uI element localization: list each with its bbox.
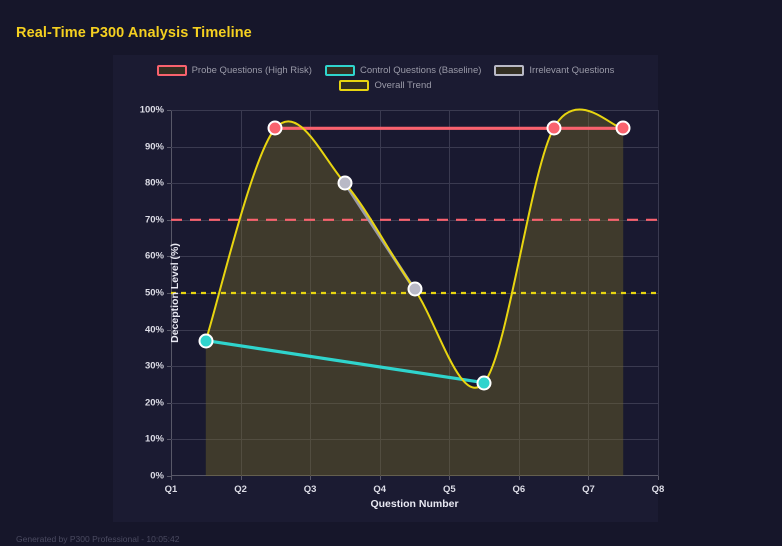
legend-item[interactable]: Irrelevant Questions bbox=[494, 65, 614, 76]
gridline-horizontal bbox=[171, 402, 658, 404]
plot-area: 0% 10% 20% 30% 40% 50% 60% 70% 80% 90% 100% Q1 Q2 Q3 Q… bbox=[140, 105, 665, 511]
y-axis-tick-mark bbox=[167, 293, 171, 294]
x-axis-tick-label: Q5 bbox=[442, 484, 456, 495]
legend-item[interactable]: Probe Questions (High Risk) bbox=[156, 65, 312, 76]
y-axis-tick-mark bbox=[167, 219, 171, 221]
data-point-marker[interactable] bbox=[476, 375, 492, 391]
y-axis-title: Deception Level (%) bbox=[168, 243, 181, 343]
gridline-vertical bbox=[518, 110, 520, 476]
y-axis-tick-mark bbox=[167, 402, 171, 404]
page-title: Real-Time P300 Analysis Timeline bbox=[16, 25, 252, 41]
gridline-horizontal bbox=[171, 439, 658, 441]
gridline-vertical bbox=[379, 110, 381, 476]
x-axis-tick-label: Q4 bbox=[373, 484, 387, 495]
x-axis-tick-label: Q2 bbox=[234, 484, 247, 495]
y-axis-tick-mark bbox=[167, 110, 171, 111]
chart-legend: Probe Questions (High Risk) Control Quest… bbox=[113, 65, 658, 91]
legend-swatch-icon bbox=[156, 65, 187, 76]
x-axis-tick-mark bbox=[588, 476, 590, 480]
gridline-horizontal bbox=[171, 329, 658, 331]
gridline-vertical bbox=[658, 110, 659, 476]
gridline-vertical bbox=[588, 110, 590, 476]
x-axis-tick-label: Q3 bbox=[303, 484, 317, 495]
x-axis-tick-mark bbox=[379, 476, 381, 480]
x-axis-tick-mark bbox=[240, 476, 242, 480]
x-axis-tick-mark bbox=[658, 476, 659, 480]
data-point-marker[interactable] bbox=[337, 175, 353, 191]
legend-swatch-icon bbox=[324, 65, 355, 76]
y-axis-tick-label: 40% bbox=[144, 324, 164, 336]
legend-item-label: Control Questions (Baseline) bbox=[359, 65, 482, 76]
gridline-horizontal bbox=[171, 183, 658, 185]
legend-item-label: Probe Questions (High Risk) bbox=[191, 65, 312, 76]
y-axis-tick-label: 90% bbox=[144, 141, 164, 153]
x-axis-tick-mark bbox=[449, 476, 451, 480]
y-axis-tick-mark bbox=[167, 146, 171, 148]
y-axis-tick-label: 30% bbox=[144, 360, 164, 372]
legend-item-label: Overall Trend bbox=[374, 80, 432, 91]
gridline-vertical bbox=[310, 110, 312, 476]
x-axis-tick-mark bbox=[518, 476, 520, 480]
y-axis-tick-label: 50% bbox=[144, 287, 164, 299]
y-axis-tick-label: 0% bbox=[150, 470, 164, 482]
y-axis-tick-mark bbox=[167, 476, 171, 477]
legend-item-label: Irrelevant Questions bbox=[529, 65, 615, 76]
data-point-marker[interactable] bbox=[198, 333, 214, 349]
legend-item[interactable]: Control Questions (Baseline) bbox=[324, 65, 482, 76]
y-axis-tick-label: 10% bbox=[144, 433, 164, 445]
x-axis-tick-mark bbox=[310, 476, 312, 480]
legend-swatch-icon bbox=[494, 65, 525, 76]
y-axis-tick-mark bbox=[167, 256, 171, 258]
footer-text: Generated by P300 Professional - 10:05:4… bbox=[16, 534, 180, 544]
series-line bbox=[204, 338, 486, 385]
chart-card: Probe Questions (High Risk) Control Quest… bbox=[113, 55, 665, 522]
gridline-horizontal bbox=[171, 366, 658, 368]
y-axis-tick-mark bbox=[167, 183, 171, 185]
y-axis-tick-label: 60% bbox=[144, 250, 164, 262]
gridline-horizontal bbox=[171, 256, 658, 258]
gridline-horizontal bbox=[171, 219, 658, 221]
gridline-horizontal bbox=[171, 146, 658, 148]
x-axis-tick-label: Q1 bbox=[164, 484, 178, 495]
y-axis-tick-label: 100% bbox=[139, 104, 164, 116]
legend-swatch-icon bbox=[339, 80, 370, 91]
data-point-marker[interactable] bbox=[615, 120, 631, 136]
x-axis-tick-mark bbox=[171, 476, 172, 480]
data-point-marker[interactable] bbox=[407, 281, 422, 297]
x-axis-tick-label: Q8 bbox=[651, 484, 665, 495]
data-point-marker[interactable] bbox=[546, 120, 562, 136]
y-axis-tick-mark bbox=[167, 329, 171, 331]
y-axis-tick-label: 20% bbox=[144, 397, 164, 409]
y-axis-tick-label: 70% bbox=[144, 214, 164, 226]
data-point-marker[interactable] bbox=[267, 120, 283, 136]
x-axis-tick-label: Q6 bbox=[512, 484, 526, 495]
gridline-vertical bbox=[449, 110, 451, 476]
y-axis-tick-mark bbox=[167, 366, 171, 368]
x-axis-tick-label: Q7 bbox=[582, 484, 595, 495]
legend-item[interactable]: Overall Trend bbox=[339, 80, 432, 91]
y-axis-tick-label: 80% bbox=[144, 177, 164, 189]
y-axis-tick-mark bbox=[167, 439, 171, 441]
gridline-horizontal bbox=[171, 110, 658, 111]
x-axis-title: Question Number bbox=[370, 498, 459, 510]
